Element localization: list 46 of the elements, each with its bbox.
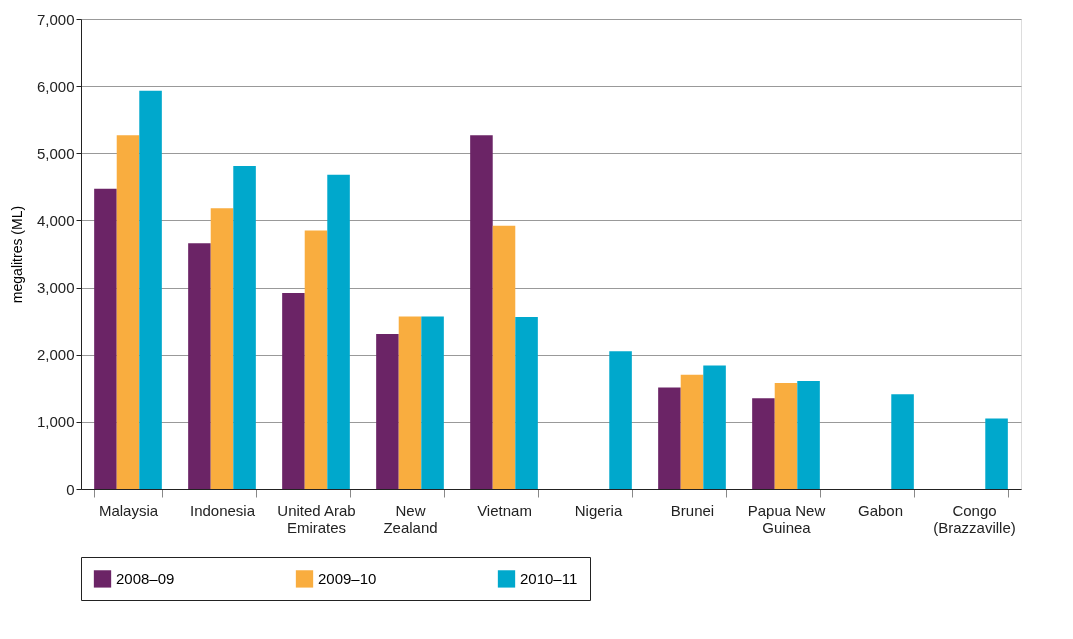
y-tick-label: 6,000: [36, 77, 75, 95]
x-tick-label: Vietnam: [477, 501, 532, 519]
bar: [376, 333, 399, 489]
bar: [797, 380, 820, 489]
bar: [139, 90, 162, 489]
bar: [752, 398, 775, 489]
bar: [658, 387, 681, 489]
bar: [327, 174, 350, 489]
bar: [282, 292, 305, 489]
y-tick-label: 4,000: [36, 211, 75, 229]
bar: [304, 230, 328, 489]
bar: [515, 317, 538, 489]
x-tick-label: Malaysia: [98, 501, 159, 519]
x-tick-label: Papua New Guinea: [747, 501, 826, 536]
x-tick-label: Brunei: [670, 501, 715, 519]
legend-label: 2009–10: [318, 569, 377, 587]
bar: [470, 135, 493, 489]
y-tick-label: 2,000: [36, 346, 75, 364]
bar: [398, 316, 422, 489]
legend-label: 2008–09: [116, 569, 175, 587]
bar: [94, 188, 117, 489]
x-tick-label: Congo (Brazzaville): [933, 501, 1016, 536]
bar: [609, 351, 632, 489]
y-tick-label: 5,000: [36, 144, 75, 162]
x-tick-label: Nigeria: [574, 501, 623, 519]
legend-label: 2010–11: [520, 569, 578, 587]
y-tick-label: 7,000: [36, 10, 75, 28]
y-axis-title: megalitres (ML): [8, 205, 25, 304]
bar: [116, 135, 140, 489]
bar: [680, 374, 704, 489]
y-tick-label: 3,000: [36, 279, 75, 297]
bar: [233, 166, 256, 489]
bar: [210, 208, 234, 489]
bar: [703, 365, 726, 489]
bar: [421, 316, 444, 489]
bar: [985, 418, 1008, 489]
bar: [774, 382, 798, 489]
x-tick-label: United Arab Emirates: [277, 501, 356, 536]
x-tick-label: Gabon: [857, 501, 904, 519]
x-tick-label: Indonesia: [189, 501, 256, 519]
bar: [188, 243, 211, 489]
bar: [492, 225, 516, 489]
y-tick-label: 1,000: [36, 413, 75, 431]
bar: [891, 394, 914, 489]
x-tick-label: New Zealand: [383, 501, 438, 536]
y-tick-label: 0: [66, 480, 75, 498]
